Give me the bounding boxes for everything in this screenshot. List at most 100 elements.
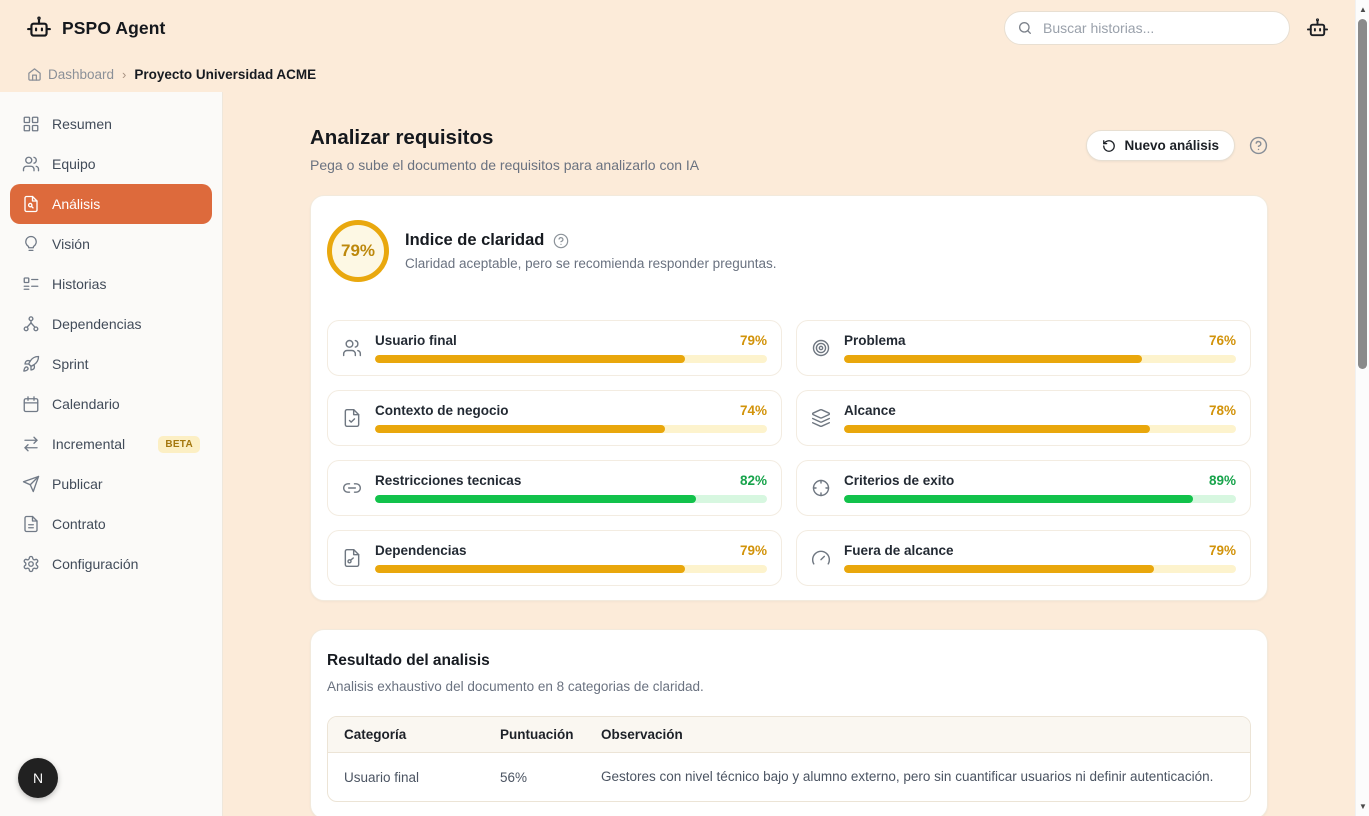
sidebar-item-label: Historias	[52, 276, 107, 292]
sidebar-item-analisis[interactable]: Análisis	[10, 184, 212, 224]
progress-bar	[375, 425, 767, 433]
sidebar-item-historias[interactable]: Historias	[10, 264, 212, 304]
category-card-problema: Problema 76%	[796, 320, 1251, 376]
sidebar-item-resumen[interactable]: Resumen	[10, 104, 212, 144]
results-table: Categoría Puntuación Observación Usuario…	[327, 716, 1251, 803]
top-bar: PSPO Agent	[0, 0, 1355, 56]
breadcrumb-current: Proyecto Universidad ACME	[134, 66, 317, 82]
file-text-icon	[22, 515, 40, 533]
sidebar-item-label: Análisis	[52, 196, 101, 212]
target-icon	[811, 338, 831, 358]
sidebar-item-publicar[interactable]: Publicar	[10, 464, 212, 504]
scrollbar-thumb[interactable]	[1358, 19, 1367, 369]
layers-icon	[811, 408, 831, 428]
progress-bar	[375, 355, 767, 363]
search-input[interactable]	[1004, 11, 1290, 45]
clarity-help-icon[interactable]	[553, 233, 569, 249]
sidebar-item-label: Contrato	[52, 516, 106, 532]
clarity-card: 79% Indice de claridad Claridad aceptabl…	[310, 195, 1268, 601]
category-card-usuario-final: Usuario final 79%	[327, 320, 782, 376]
clarity-score-circle: 79%	[327, 220, 389, 282]
category-grid: Usuario final 79% Problema 76%	[327, 320, 1251, 586]
scrollbar[interactable]: ▲ ▼	[1355, 0, 1369, 816]
breadcrumb-dashboard[interactable]: Dashboard	[27, 67, 114, 82]
category-card-dependencias: Dependencias 79%	[327, 530, 782, 586]
progress-bar	[844, 495, 1236, 503]
category-label: Criterios de exito	[844, 473, 955, 488]
search-icon	[1017, 20, 1033, 36]
row-category: Usuario final	[344, 769, 420, 785]
breadcrumb: Dashboard › Proyecto Universidad ACME	[0, 56, 1355, 92]
clarity-subtitle: Claridad aceptable, pero se recomienda r…	[405, 256, 777, 271]
rotate-ccw-icon	[1102, 139, 1116, 153]
column-header-puntuacion: Puntuación	[500, 727, 574, 742]
category-card-alcance: Alcance 78%	[796, 390, 1251, 446]
page-title: Analizar requisitos	[310, 126, 494, 149]
lightbulb-icon	[22, 235, 40, 253]
file-node-icon	[342, 548, 362, 568]
category-card-contexto-negocio: Contexto de negocio 74%	[327, 390, 782, 446]
sidebar-item-equipo[interactable]: Equipo	[10, 144, 212, 184]
sidebar-item-label: Configuración	[52, 556, 139, 572]
progress-bar	[844, 355, 1236, 363]
sidebar-item-calendario[interactable]: Calendario	[10, 384, 212, 424]
network-icon	[22, 315, 40, 333]
sidebar-item-label: Visión	[52, 236, 90, 252]
robot-logo-icon	[26, 15, 52, 41]
column-header-observacion: Observación	[601, 727, 683, 742]
breadcrumb-home-label: Dashboard	[48, 66, 115, 82]
main-content: Analizar requisitos Pega o sube el docum…	[223, 92, 1355, 816]
category-card-fuera-de-alcance: Fuera de alcance 79%	[796, 530, 1251, 586]
sidebar-item-configuracion[interactable]: Configuración	[10, 544, 212, 584]
file-search-icon	[22, 195, 40, 213]
category-percent: 79%	[1208, 543, 1236, 558]
sidebar-item-dependencias[interactable]: Dependencias	[10, 304, 212, 344]
scrollbar-down-arrow[interactable]: ▼	[1359, 802, 1367, 811]
category-percent: 76%	[1208, 333, 1236, 348]
sidebar-item-vision[interactable]: Visión	[10, 224, 212, 264]
users-icon	[22, 155, 40, 173]
calendar-icon	[22, 395, 40, 413]
scrollbar-up-arrow[interactable]: ▲	[1359, 5, 1367, 14]
category-percent: 78%	[1208, 403, 1236, 418]
sidebar-item-label: Publicar	[52, 476, 103, 492]
sidebar-item-incremental[interactable]: Incremental BETA	[10, 424, 212, 464]
assistant-bot-icon[interactable]	[1306, 17, 1329, 40]
app-logo: PSPO Agent	[26, 15, 165, 41]
category-percent: 79%	[739, 333, 767, 348]
sidebar-item-label: Resumen	[52, 116, 112, 132]
app-title: PSPO Agent	[62, 17, 166, 38]
users-icon	[342, 338, 362, 358]
new-analysis-button[interactable]: Nuevo análisis	[1086, 130, 1235, 161]
row-score: 56%	[500, 769, 528, 785]
results-subtitle: Analisis exhaustivo del documento en 8 c…	[327, 679, 704, 694]
breadcrumb-separator: ›	[122, 66, 127, 82]
column-header-categoria: Categoría	[344, 727, 407, 742]
sidebar-item-label: Calendario	[52, 396, 120, 412]
help-icon[interactable]	[1249, 136, 1268, 155]
clarity-title: Indice de claridad	[405, 231, 545, 249]
sidebar-item-label: Incremental	[52, 436, 126, 452]
home-icon	[27, 67, 42, 82]
sidebar-item-contrato[interactable]: Contrato	[10, 504, 212, 544]
gauge-icon	[811, 548, 831, 568]
category-label: Contexto de negocio	[375, 403, 509, 418]
file-check-icon	[342, 408, 362, 428]
search-box	[1004, 11, 1290, 45]
progress-bar	[375, 565, 767, 573]
results-table-header: Categoría Puntuación Observación	[328, 717, 1250, 753]
sidebar: Resumen Equipo Análisis Visión Historias…	[0, 92, 223, 816]
rocket-icon	[22, 355, 40, 373]
gear-icon	[22, 555, 40, 573]
sidebar-item-sprint[interactable]: Sprint	[10, 344, 212, 384]
progress-bar	[375, 495, 767, 503]
category-label: Problema	[844, 333, 906, 348]
category-label: Restricciones tecnicas	[375, 473, 522, 488]
list-icon	[22, 275, 40, 293]
progress-bar	[844, 425, 1236, 433]
arrows-swap-icon	[22, 435, 40, 453]
category-label: Fuera de alcance	[844, 543, 954, 558]
category-percent: 79%	[739, 543, 767, 558]
table-row: Usuario final 56% Gestores con nivel téc…	[328, 753, 1250, 801]
avatar[interactable]: N	[18, 758, 58, 798]
